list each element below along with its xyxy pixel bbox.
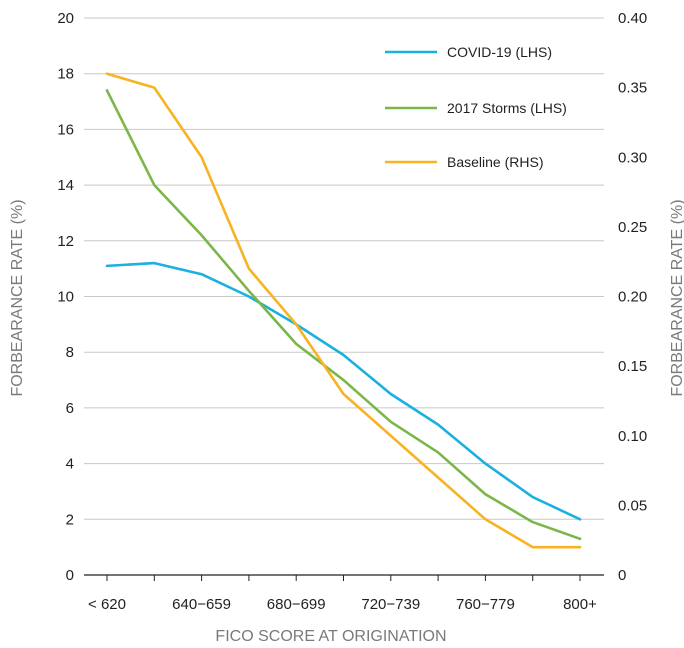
y-right-tick-label: 0.30 [618, 149, 647, 166]
x-tick-label: 640−659 [172, 596, 231, 613]
series-line [105, 89, 582, 541]
y-right-tick-label: 0.15 [618, 358, 647, 375]
y-left-tick-label: 20 [57, 10, 74, 27]
x-tick-label: 720−739 [361, 596, 420, 613]
series-lines [105, 72, 582, 549]
y-left-tick-label: 16 [57, 121, 74, 138]
gridlines [84, 17, 604, 520]
y-axis-right: 0 0.05 0.10 0.15 0.20 0.25 0.30 0.35 0.40 [618, 10, 647, 584]
y-right-tick-label: 0 [618, 567, 626, 584]
y-left-tick-label: 0 [66, 567, 74, 584]
y-right-tick-label: 0.35 [618, 80, 647, 97]
y-right-tick-label: 0.25 [618, 219, 647, 236]
y-axis-left: 0 2 4 6 8 10 12 14 16 18 20 [57, 10, 74, 584]
x-tick-label: < 620 [88, 596, 126, 613]
legend-label: Baseline (RHS) [447, 154, 543, 170]
x-tick-label: 800+ [563, 596, 597, 613]
y-left-tick-label: 18 [57, 66, 74, 83]
y-left-tick-label: 6 [66, 400, 74, 417]
y-right-tick-label: 0.20 [618, 289, 647, 306]
legend-label: COVID-19 (LHS) [447, 44, 552, 60]
x-axis-title: FICO SCORE AT ORIGINATION [215, 628, 446, 645]
x-tick-label: 760−779 [456, 596, 515, 613]
y-right-tick-label: 0.05 [618, 497, 647, 514]
y-right-tick-label: 0.40 [618, 10, 647, 27]
y-left-tick-label: 10 [57, 289, 74, 306]
legend-label: 2017 Storms (LHS) [447, 100, 567, 116]
series-line [105, 261, 582, 521]
series-line [105, 72, 582, 549]
x-axis: < 620 640−659 680−699 720−739 760−779 800+ [84, 574, 604, 613]
y-left-tick-label: 2 [66, 511, 74, 528]
y-left-tick-label: 8 [66, 344, 74, 361]
y-axis-left-title: FORBEARANCE RATE (%) [9, 199, 26, 396]
y-left-tick-label: 4 [66, 456, 74, 473]
y-left-tick-label: 12 [57, 233, 74, 250]
y-right-tick-label: 0.10 [618, 428, 647, 445]
y-axis-right-title: FORBEARANCE RATE (%) [669, 199, 684, 396]
y-left-tick-label: 14 [57, 177, 74, 194]
x-tick-label: 680−699 [267, 596, 326, 613]
legend: COVID-19 (LHS) 2017 Storms (LHS) Baseline … [385, 44, 567, 170]
